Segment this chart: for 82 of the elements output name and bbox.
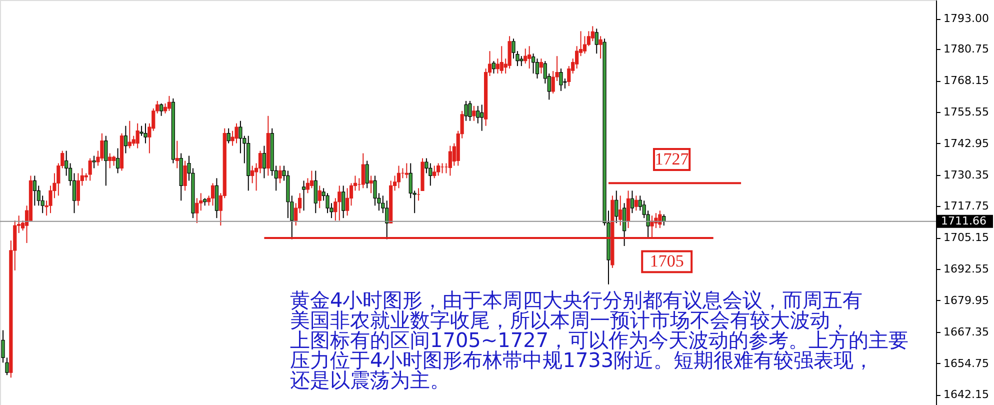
candlestick (342, 185, 346, 219)
candlestick (480, 104, 484, 132)
candlestick (116, 148, 120, 174)
candlestick (318, 185, 322, 209)
candlestick (160, 102, 164, 116)
candlestick (539, 58, 544, 74)
ref-line-label: 1727 (654, 150, 690, 169)
candlestick (92, 155, 96, 169)
candlestick (528, 46, 532, 70)
candlestick (634, 195, 638, 212)
candlestick (361, 152, 365, 189)
candlestick (278, 165, 282, 184)
y-tick-label: 1730.35 (944, 168, 989, 182)
candlestick (492, 60, 496, 74)
candlestick (614, 190, 618, 224)
candlestick (88, 158, 92, 182)
candlestick (183, 160, 187, 192)
candlestick (373, 175, 377, 206)
candlestick (404, 162, 408, 179)
candlestick (598, 36, 602, 60)
candlestick (618, 195, 622, 226)
candlestick (365, 160, 369, 189)
y-tick-label: 1793.00 (944, 12, 989, 26)
candlestick (559, 68, 563, 92)
candlestick (226, 128, 230, 144)
y-tick-label: 1679.95 (944, 294, 989, 307)
y-tick-label: 1705.15 (944, 231, 989, 244)
candlestick (167, 95, 172, 112)
candlestick (436, 162, 440, 176)
y-tick-label: 1768.15 (944, 74, 989, 88)
candlestick (630, 190, 634, 214)
candlestick (108, 152, 112, 169)
candlestick (396, 165, 401, 189)
candlestick (448, 145, 452, 176)
candlestick (432, 165, 436, 179)
candlestick (314, 170, 318, 214)
candlestick (100, 132, 104, 162)
candlestick (369, 175, 373, 194)
candlestick (520, 56, 524, 67)
candlestick (622, 202, 626, 246)
candlestick (302, 180, 306, 212)
candlestick (175, 140, 179, 169)
candlestick (338, 185, 342, 222)
candlestick (464, 100, 468, 122)
candlestick (32, 175, 36, 206)
candlestick (658, 210, 662, 229)
candlestick (310, 170, 314, 189)
candlestick (112, 155, 116, 166)
y-tick-label: 1755.55 (944, 106, 989, 119)
y-tick-label: 1692.55 (944, 262, 989, 276)
candlestick (346, 188, 350, 216)
candlestick (136, 122, 140, 149)
candlestick (567, 66, 571, 86)
candlestick (128, 120, 132, 149)
candlestick (124, 125, 128, 154)
ref-line-label: 1711.66 (941, 214, 986, 228)
candlestick (250, 165, 254, 184)
candlestick (575, 46, 579, 70)
candlestick (472, 105, 476, 122)
ref-line-label: 1705 (650, 252, 684, 271)
y-tick-label: 1642.15 (944, 388, 989, 402)
candlestick (210, 182, 215, 206)
candlestick (594, 28, 598, 54)
y-tick-label: 1667.35 (944, 325, 989, 338)
y-tick-label: 1717.75 (944, 200, 989, 213)
candlestick (626, 190, 630, 229)
y-tick-label: 1654.75 (944, 356, 989, 370)
candlestick (234, 122, 238, 144)
y-tick-label: 1780.75 (944, 42, 989, 56)
candlestick (531, 53, 536, 74)
candlestick (468, 100, 472, 122)
candlestick (500, 46, 504, 74)
candlestick (262, 145, 266, 179)
annotation: 黄金4小时图形，由于本周四大央行分别都有议息会议，而周五有美国非农就业数字收尾，所以本周一预计市场不会有较大波动，上图标有的区间1705~1727，可以作为今天波动的参考。上方的主要压力位于4小时图形布林带中规1733附近。短期很难有较强表现，还是以震荡为主。 (290, 288, 909, 392)
candlestick (590, 26, 594, 42)
candlestick (476, 105, 480, 124)
candlestick (104, 135, 108, 186)
y-tick-label: 1742.95 (944, 136, 989, 150)
candlestick (428, 162, 432, 186)
candlestick (496, 58, 500, 74)
candlestick (144, 122, 148, 144)
candlestick (524, 48, 528, 64)
